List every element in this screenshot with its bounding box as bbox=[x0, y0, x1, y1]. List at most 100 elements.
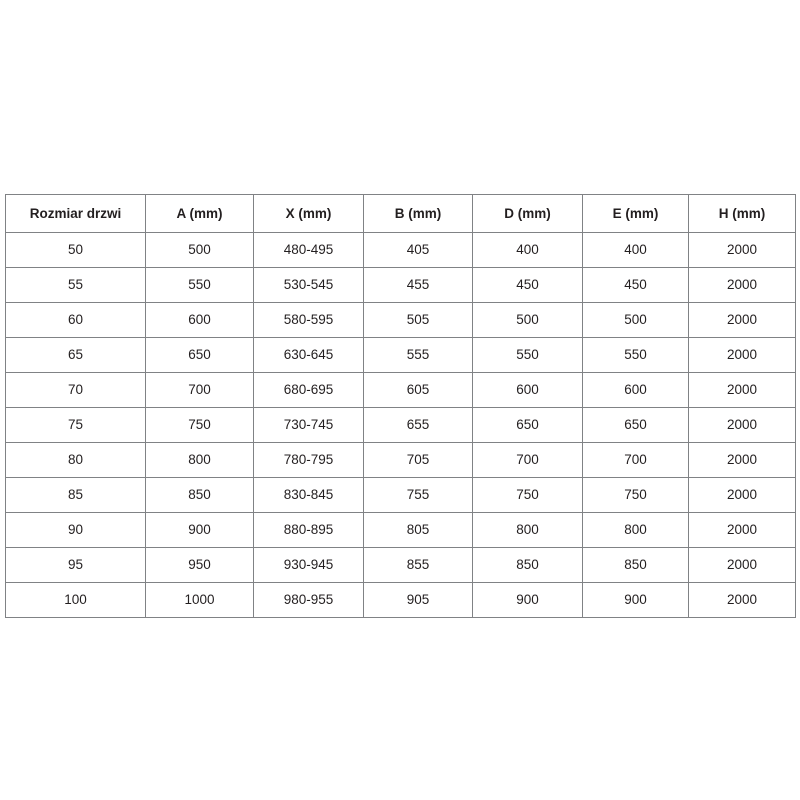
cell-rozmiar-drzwi: 100 bbox=[5, 582, 146, 618]
cell-e: 650 bbox=[582, 407, 689, 443]
column-header-x: X (mm) bbox=[253, 194, 364, 233]
cell-e: 600 bbox=[582, 372, 689, 408]
table-row: 65 650 630-645 555 550 550 2000 bbox=[5, 337, 796, 373]
cell-a: 1000 bbox=[145, 582, 254, 618]
cell-h: 2000 bbox=[688, 582, 796, 618]
cell-rozmiar-drzwi: 85 bbox=[5, 477, 146, 513]
cell-a: 500 bbox=[145, 232, 254, 268]
cell-a: 700 bbox=[145, 372, 254, 408]
cell-e: 750 bbox=[582, 477, 689, 513]
cell-x: 530-545 bbox=[253, 267, 364, 303]
cell-rozmiar-drzwi: 70 bbox=[5, 372, 146, 408]
cell-e: 500 bbox=[582, 302, 689, 338]
cell-b: 705 bbox=[363, 442, 473, 478]
cell-a: 550 bbox=[145, 267, 254, 303]
cell-rozmiar-drzwi: 75 bbox=[5, 407, 146, 443]
cell-rozmiar-drzwi: 50 bbox=[5, 232, 146, 268]
cell-a: 950 bbox=[145, 547, 254, 583]
cell-b: 555 bbox=[363, 337, 473, 373]
cell-h: 2000 bbox=[688, 302, 796, 338]
cell-rozmiar-drzwi: 95 bbox=[5, 547, 146, 583]
cell-h: 2000 bbox=[688, 232, 796, 268]
cell-b: 905 bbox=[363, 582, 473, 618]
cell-a: 750 bbox=[145, 407, 254, 443]
cell-d: 450 bbox=[472, 267, 583, 303]
column-header-a: A (mm) bbox=[145, 194, 254, 233]
table-row: 85 850 830-845 755 750 750 2000 bbox=[5, 477, 796, 513]
table-header-row: Rozmiar drzwi A (mm) X (mm) B (mm) D (mm… bbox=[5, 194, 796, 233]
cell-d: 800 bbox=[472, 512, 583, 548]
cell-x: 930-945 bbox=[253, 547, 364, 583]
cell-e: 550 bbox=[582, 337, 689, 373]
cell-rozmiar-drzwi: 60 bbox=[5, 302, 146, 338]
cell-x: 480-495 bbox=[253, 232, 364, 268]
cell-h: 2000 bbox=[688, 372, 796, 408]
cell-b: 805 bbox=[363, 512, 473, 548]
table-row: 55 550 530-545 455 450 450 2000 bbox=[5, 267, 796, 303]
cell-h: 2000 bbox=[688, 407, 796, 443]
cell-rozmiar-drzwi: 65 bbox=[5, 337, 146, 373]
column-header-d: D (mm) bbox=[472, 194, 583, 233]
cell-d: 400 bbox=[472, 232, 583, 268]
table-row: 60 600 580-595 505 500 500 2000 bbox=[5, 302, 796, 338]
cell-x: 880-895 bbox=[253, 512, 364, 548]
cell-rozmiar-drzwi: 90 bbox=[5, 512, 146, 548]
cell-b: 455 bbox=[363, 267, 473, 303]
column-header-rozmiar-drzwi: Rozmiar drzwi bbox=[5, 194, 146, 233]
cell-a: 900 bbox=[145, 512, 254, 548]
cell-x: 980-955 bbox=[253, 582, 364, 618]
door-size-specification-table: Rozmiar drzwi A (mm) X (mm) B (mm) D (mm… bbox=[5, 194, 796, 618]
cell-e: 400 bbox=[582, 232, 689, 268]
cell-e: 900 bbox=[582, 582, 689, 618]
cell-x: 680-695 bbox=[253, 372, 364, 408]
table-row: 80 800 780-795 705 700 700 2000 bbox=[5, 442, 796, 478]
cell-x: 830-845 bbox=[253, 477, 364, 513]
cell-e: 700 bbox=[582, 442, 689, 478]
cell-h: 2000 bbox=[688, 547, 796, 583]
cell-rozmiar-drzwi: 55 bbox=[5, 267, 146, 303]
cell-h: 2000 bbox=[688, 337, 796, 373]
cell-x: 780-795 bbox=[253, 442, 364, 478]
cell-b: 855 bbox=[363, 547, 473, 583]
table-body: 50 500 480-495 405 400 400 2000 55 550 5… bbox=[5, 232, 796, 618]
cell-b: 655 bbox=[363, 407, 473, 443]
cell-a: 850 bbox=[145, 477, 254, 513]
cell-a: 800 bbox=[145, 442, 254, 478]
cell-d: 600 bbox=[472, 372, 583, 408]
cell-d: 850 bbox=[472, 547, 583, 583]
cell-x: 730-745 bbox=[253, 407, 364, 443]
table-row: 90 900 880-895 805 800 800 2000 bbox=[5, 512, 796, 548]
cell-x: 580-595 bbox=[253, 302, 364, 338]
cell-x: 630-645 bbox=[253, 337, 364, 373]
table-row: 100 1000 980-955 905 900 900 2000 bbox=[5, 582, 796, 618]
cell-h: 2000 bbox=[688, 512, 796, 548]
cell-e: 800 bbox=[582, 512, 689, 548]
column-header-b: B (mm) bbox=[363, 194, 473, 233]
table-header: Rozmiar drzwi A (mm) X (mm) B (mm) D (mm… bbox=[5, 194, 796, 233]
cell-h: 2000 bbox=[688, 267, 796, 303]
cell-a: 600 bbox=[145, 302, 254, 338]
cell-b: 505 bbox=[363, 302, 473, 338]
cell-d: 900 bbox=[472, 582, 583, 618]
column-header-h: H (mm) bbox=[688, 194, 796, 233]
table-row: 70 700 680-695 605 600 600 2000 bbox=[5, 372, 796, 408]
cell-h: 2000 bbox=[688, 442, 796, 478]
cell-b: 405 bbox=[363, 232, 473, 268]
table-row: 75 750 730-745 655 650 650 2000 bbox=[5, 407, 796, 443]
cell-d: 650 bbox=[472, 407, 583, 443]
cell-rozmiar-drzwi: 80 bbox=[5, 442, 146, 478]
cell-d: 550 bbox=[472, 337, 583, 373]
cell-h: 2000 bbox=[688, 477, 796, 513]
cell-e: 450 bbox=[582, 267, 689, 303]
table-row: 95 950 930-945 855 850 850 2000 bbox=[5, 547, 796, 583]
column-header-e: E (mm) bbox=[582, 194, 689, 233]
specification-table-container: Rozmiar drzwi A (mm) X (mm) B (mm) D (mm… bbox=[5, 194, 796, 618]
cell-d: 500 bbox=[472, 302, 583, 338]
cell-d: 750 bbox=[472, 477, 583, 513]
table-row: 50 500 480-495 405 400 400 2000 bbox=[5, 232, 796, 268]
cell-a: 650 bbox=[145, 337, 254, 373]
cell-e: 850 bbox=[582, 547, 689, 583]
cell-b: 605 bbox=[363, 372, 473, 408]
cell-b: 755 bbox=[363, 477, 473, 513]
cell-d: 700 bbox=[472, 442, 583, 478]
